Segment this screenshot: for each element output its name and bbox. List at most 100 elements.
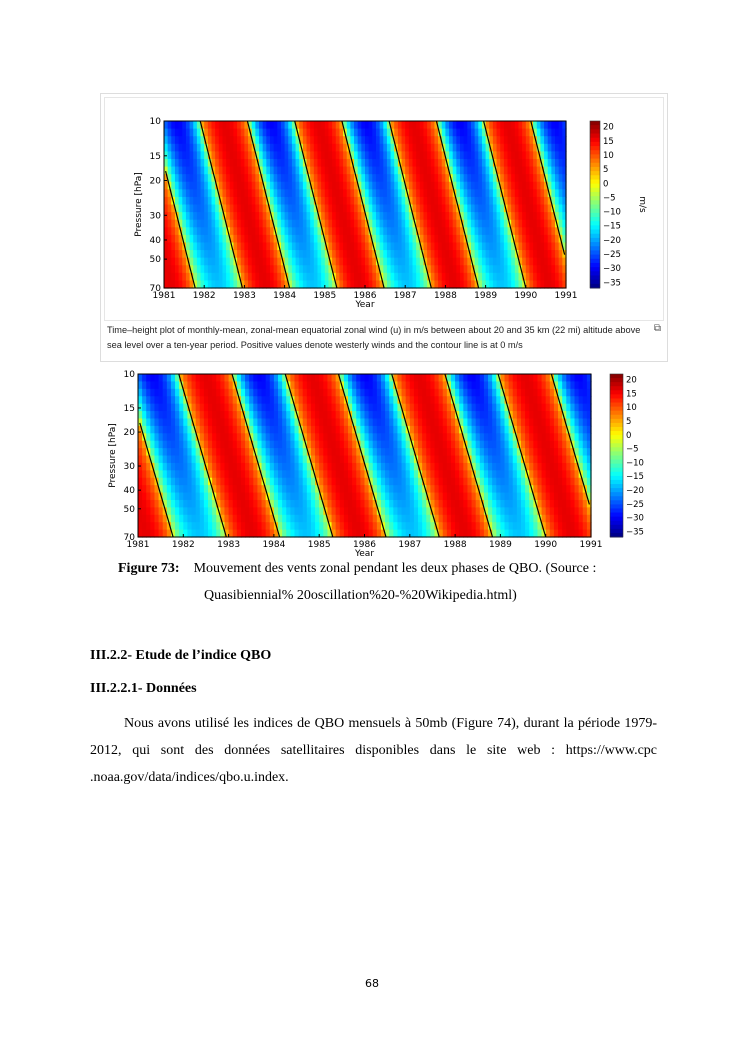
heatmap-cell (586, 470, 592, 479)
heatmap-cell (357, 174, 362, 183)
heatmap-cell (470, 128, 476, 137)
heatmap-cell (185, 250, 191, 259)
heatmap-cell (449, 151, 454, 160)
heatmap-cell (416, 234, 421, 244)
heatmap-cell (525, 166, 531, 175)
heatmap-cell (380, 381, 386, 390)
heatmap-cell (212, 381, 217, 390)
heatmap-cell (298, 514, 304, 523)
heatmap-cell (503, 196, 509, 206)
heatmap-cell (430, 212, 436, 221)
heatmap-cell (438, 219, 443, 228)
heatmap-cell (146, 455, 151, 464)
heatmap-cell (226, 212, 231, 221)
heatmap-cell (259, 196, 264, 206)
heatmap-cell (496, 166, 501, 175)
heatmap-cell (549, 485, 555, 494)
heatmap-cell (456, 219, 461, 228)
y-tick-label: 20 (124, 428, 136, 438)
heatmap-cell (372, 522, 378, 531)
heatmap-cell (195, 455, 201, 464)
heatmap-cell (158, 470, 164, 479)
heatmap-cell (170, 462, 176, 471)
heatmap-cell (562, 448, 567, 457)
heatmap-cell (290, 514, 296, 523)
heatmap-cell (456, 189, 461, 198)
heatmap-cell (533, 396, 539, 405)
heatmap-cell (346, 151, 351, 160)
heatmap-cell (529, 212, 534, 221)
heatmap-cell (171, 257, 176, 266)
heatmap-cell (277, 212, 282, 221)
heatmap-cell (255, 196, 260, 206)
heatmap-cell (185, 151, 191, 160)
heatmap-cell (372, 425, 378, 434)
heatmap-cell (290, 411, 296, 420)
heatmap-cell (262, 265, 267, 274)
heatmap-cell (220, 514, 226, 523)
heatmap-cell (207, 219, 213, 228)
heatmap-cell (452, 136, 457, 145)
heatmap-cell (562, 388, 567, 397)
heatmap-cell (248, 250, 253, 259)
heatmap-cell (418, 522, 423, 531)
heatmap-cell (306, 374, 312, 383)
heatmap-cell (228, 492, 234, 501)
heatmap-cell (445, 196, 450, 206)
heatmap-cell (203, 448, 209, 457)
heatmap-cell (306, 212, 311, 221)
heatmap-cell (586, 477, 592, 486)
heatmap-cell (508, 418, 514, 427)
heatmap-cell (386, 280, 392, 289)
heatmap-cell (171, 219, 176, 228)
heatmap-cell (427, 234, 432, 244)
heatmap-cell (427, 174, 432, 183)
heatmap-cell (405, 227, 410, 236)
heatmap-cell (203, 433, 209, 442)
heatmap-cell (185, 265, 191, 274)
heatmap-cell (368, 455, 374, 464)
heatmap-cell (299, 158, 304, 168)
heatmap-cell (365, 174, 370, 183)
heatmap-cell (350, 257, 355, 266)
heatmap-cell (537, 477, 543, 486)
heatmap-cell (321, 128, 326, 137)
heatmap-cell (385, 529, 390, 538)
heatmap-cell (375, 151, 381, 160)
heatmap-cell (323, 411, 329, 420)
heatmap-cell (492, 418, 497, 427)
heatmap-cell (257, 455, 263, 464)
heatmap-cell (265, 514, 271, 523)
heatmap-cell (204, 204, 209, 213)
heatmap-cell (174, 136, 180, 145)
heatmap-cell (339, 425, 345, 434)
heatmap-cell (427, 136, 432, 145)
heatmap-cell (357, 181, 362, 190)
heatmap-cell (412, 128, 417, 137)
heatmap-cell (545, 462, 551, 471)
heatmap-cell (335, 219, 341, 228)
heatmap-cell (259, 121, 264, 130)
heatmap-cell (224, 462, 230, 471)
heatmap-cell (368, 418, 374, 427)
heatmap-cell (405, 166, 410, 175)
heatmap-cell (171, 280, 176, 289)
heatmap-cell (328, 189, 333, 198)
heatmap-cell (298, 529, 304, 538)
heatmap-cell (255, 219, 260, 228)
heatmap-cell (204, 234, 209, 244)
heatmap-cell (253, 381, 259, 390)
heatmap-cell (368, 151, 373, 160)
heatmap-cell (183, 425, 189, 434)
heatmap-cell (216, 418, 221, 427)
enlarge-icon[interactable]: ⧉ (653, 323, 661, 334)
heatmap-cell (508, 403, 514, 412)
heatmap-cell (405, 128, 410, 137)
heatmap-cell (496, 433, 501, 442)
heatmap-cell (541, 418, 547, 427)
heatmap-cell (298, 374, 304, 383)
heatmap-cell (191, 514, 197, 523)
heatmap-cell (385, 492, 390, 501)
heatmap-cell (251, 265, 256, 274)
heatmap-cell (323, 522, 329, 531)
